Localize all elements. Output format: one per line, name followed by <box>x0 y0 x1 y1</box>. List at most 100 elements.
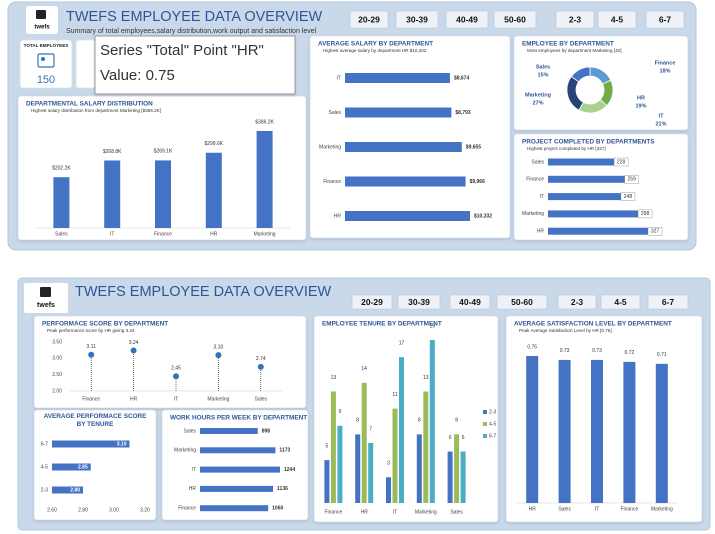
slicer-label[interactable]: 6-7 <box>659 14 672 24</box>
bar <box>548 210 651 218</box>
slice-value: 19% <box>635 103 646 109</box>
bar <box>53 177 70 228</box>
slicer-label[interactable]: 20-29 <box>358 14 380 24</box>
chart-card <box>513 35 689 131</box>
bar <box>200 505 269 512</box>
slicer-label[interactable]: 40-49 <box>459 297 481 307</box>
y-tick-label: Marketing <box>522 211 544 217</box>
bar <box>399 357 404 503</box>
kpi-card <box>19 39 73 89</box>
chart-subtitle: Highest average salary by department HR … <box>323 48 427 53</box>
value-label: 0.75 <box>527 344 537 350</box>
x-tick-label: Finance <box>154 231 172 237</box>
legend-label: 4-5 <box>489 421 496 427</box>
slicer-label[interactable]: 6-7 <box>662 297 675 307</box>
bar <box>548 175 637 183</box>
chart-title: EMPLOYEE TENURE BY DEPARTMENT <box>322 321 442 328</box>
slicer-button[interactable] <box>600 294 641 310</box>
value-label: 5 <box>326 443 329 449</box>
tooltip-text: Series "Total" Point "HR" <box>100 42 264 59</box>
slice-value: 18% <box>659 68 670 74</box>
slicer-button[interactable] <box>349 10 389 29</box>
x-tick-label: HR <box>529 506 537 512</box>
slicer-button[interactable] <box>647 294 689 310</box>
slicer-button[interactable] <box>557 294 597 310</box>
chart-title: AVERAGE PERFORMACE SCORE BY TENURE <box>43 413 147 428</box>
x-tick-label: Finance <box>325 509 343 515</box>
slicer-button[interactable] <box>597 10 637 29</box>
y-tick-label: 3.50 <box>52 339 62 345</box>
bar <box>454 434 460 503</box>
chart-subtitle: Highest project completed by HR [327] <box>527 146 606 151</box>
y-tick-label: HR <box>537 229 545 235</box>
x-tick-label: Finance <box>82 396 100 402</box>
bar <box>623 361 636 503</box>
bar <box>392 408 398 503</box>
dashboard-subtitle: Summary of total employees,salary distri… <box>66 28 317 35</box>
slicer-label[interactable]: 4-5 <box>611 14 624 24</box>
slicer-label[interactable]: 30-39 <box>406 14 428 24</box>
legend-swatch <box>483 434 487 438</box>
bar <box>460 451 466 503</box>
value-label: 1136 <box>277 486 288 492</box>
chart-title: PROJECT COMPLETED BY DEPARTMENTS <box>522 139 655 146</box>
slicer-button[interactable] <box>397 294 441 310</box>
slicer-button[interactable] <box>445 10 489 29</box>
value-label: $8,674 <box>454 75 470 81</box>
slicer-label[interactable]: 30-39 <box>408 297 430 307</box>
value-label: 3.24 <box>129 340 139 346</box>
slicer-label[interactable]: 40-49 <box>456 14 478 24</box>
slice-value: 21% <box>655 121 666 127</box>
slicer-button[interactable] <box>645 10 685 29</box>
value-label: 327 <box>651 229 660 235</box>
legend-swatch <box>483 410 487 414</box>
x-tick-label: Marketing <box>207 396 229 402</box>
value-label: 298 <box>641 211 650 217</box>
logo-box <box>24 283 68 313</box>
y-tick-label: Marketing <box>174 448 196 454</box>
lollipop-dot <box>130 347 137 354</box>
slicer-label[interactable]: 50-60 <box>504 14 526 24</box>
bar <box>591 359 603 503</box>
slicer-label[interactable]: 2-3 <box>569 14 582 24</box>
bar <box>361 382 367 503</box>
bar <box>355 434 361 503</box>
y-tick-label: HR <box>189 486 197 492</box>
x-tick-label: Finance <box>621 506 639 512</box>
slice-label: Marketing <box>525 92 551 98</box>
x-tick-label: IT <box>393 509 397 515</box>
slicer-button[interactable] <box>449 294 491 310</box>
kpi-icon <box>37 53 55 68</box>
slice-label: Sales <box>536 64 550 70</box>
slicer-button[interactable] <box>351 294 393 310</box>
value-label: 1173 <box>279 448 290 454</box>
slicer-button[interactable] <box>496 294 548 310</box>
y-tick-label: HR <box>334 213 342 219</box>
tooltip-text: Value: 0.75 <box>100 67 175 84</box>
y-tick-label: Finance <box>526 177 544 183</box>
value-label: 228 <box>617 159 626 165</box>
y-tick-label: 3.00 <box>52 356 62 362</box>
chart-title: AVERAGE SATISFACTION LEVEL BY DEPARTMENT <box>514 321 672 328</box>
x-tick-label: IT <box>174 396 178 402</box>
slicer-button[interactable] <box>395 10 439 29</box>
y-tick-label: IT <box>540 194 544 200</box>
slicer-label[interactable]: 4-5 <box>614 297 627 307</box>
chart-subtitle: Peak performance score by HR giving 3.24 <box>47 328 135 333</box>
slicer-label[interactable]: 20-29 <box>361 297 383 307</box>
slicer-label[interactable]: 50-60 <box>511 297 533 307</box>
x-tick-label: IT <box>110 231 114 237</box>
bar <box>200 428 258 434</box>
value-box <box>624 175 639 184</box>
chart-title: PERFORMACE SCORE BY DEPARTMENT <box>42 321 168 328</box>
chart-title: WORK HOURS PER WEEK BY DEPARTMENT <box>170 415 307 422</box>
slicer-button[interactable] <box>493 10 537 29</box>
bar <box>447 451 453 503</box>
value-label: $386.2K <box>255 119 274 125</box>
value-label: 3.10 <box>214 344 224 350</box>
bar <box>256 131 273 228</box>
slicer-label[interactable]: 2-3 <box>571 297 584 307</box>
slicer-button[interactable] <box>555 10 595 29</box>
value-label: 1060 <box>272 506 283 512</box>
value-label: 13 <box>331 375 337 381</box>
